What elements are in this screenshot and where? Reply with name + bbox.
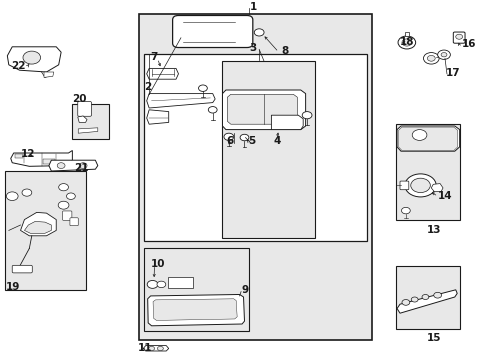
Circle shape (148, 346, 154, 351)
FancyBboxPatch shape (78, 102, 91, 116)
Text: 15: 15 (426, 333, 441, 343)
Text: 16: 16 (461, 39, 476, 49)
Polygon shape (15, 154, 23, 158)
Circle shape (401, 39, 411, 46)
Polygon shape (396, 126, 459, 151)
Polygon shape (44, 72, 54, 77)
Circle shape (157, 346, 163, 351)
Text: 14: 14 (437, 191, 452, 201)
FancyBboxPatch shape (12, 265, 32, 273)
FancyBboxPatch shape (70, 218, 78, 226)
Text: 12: 12 (20, 149, 35, 159)
Polygon shape (78, 128, 98, 133)
Circle shape (157, 281, 165, 288)
Bar (72, 104, 109, 139)
FancyBboxPatch shape (172, 15, 252, 48)
Circle shape (455, 34, 462, 39)
Circle shape (147, 280, 158, 288)
Polygon shape (398, 127, 457, 150)
Polygon shape (271, 115, 303, 130)
Polygon shape (43, 159, 55, 164)
Text: 4: 4 (273, 136, 281, 146)
Polygon shape (396, 290, 456, 313)
Bar (144, 248, 249, 331)
Circle shape (433, 292, 441, 298)
FancyBboxPatch shape (452, 32, 464, 43)
Circle shape (57, 163, 65, 168)
Circle shape (427, 55, 434, 61)
Text: 9: 9 (241, 285, 248, 295)
Bar (144, 54, 366, 241)
Text: 5: 5 (248, 136, 255, 146)
Text: 13: 13 (426, 225, 441, 235)
Bar (5, 171, 85, 290)
Text: 21: 21 (74, 163, 89, 174)
Circle shape (410, 178, 429, 193)
Bar (139, 14, 371, 340)
Text: 2: 2 (144, 82, 151, 92)
Polygon shape (78, 116, 87, 122)
Text: 7: 7 (150, 51, 158, 62)
Circle shape (421, 294, 428, 300)
Text: 18: 18 (399, 37, 414, 48)
Circle shape (22, 189, 32, 196)
Circle shape (401, 207, 409, 214)
Circle shape (401, 300, 409, 305)
Polygon shape (146, 68, 178, 79)
Bar (395, 266, 459, 329)
Polygon shape (24, 221, 51, 233)
Circle shape (79, 163, 87, 168)
Bar (222, 61, 315, 238)
Bar (395, 124, 459, 220)
Polygon shape (153, 299, 237, 320)
Text: 1: 1 (249, 2, 256, 12)
Circle shape (23, 51, 41, 64)
Circle shape (198, 85, 207, 91)
Circle shape (208, 107, 217, 113)
FancyBboxPatch shape (62, 211, 72, 220)
Text: 11: 11 (138, 343, 152, 353)
Bar (168, 277, 192, 288)
Circle shape (6, 192, 18, 201)
Polygon shape (146, 94, 215, 108)
Circle shape (437, 50, 449, 59)
Circle shape (254, 29, 264, 36)
Polygon shape (222, 90, 305, 130)
Circle shape (302, 112, 311, 119)
Circle shape (423, 53, 438, 64)
Text: 10: 10 (150, 259, 165, 269)
Circle shape (240, 134, 248, 141)
Circle shape (59, 184, 68, 191)
Circle shape (411, 130, 426, 140)
Text: 20: 20 (72, 94, 87, 104)
FancyBboxPatch shape (399, 181, 408, 190)
Text: 22: 22 (11, 61, 25, 71)
Circle shape (404, 174, 435, 197)
Polygon shape (143, 346, 168, 351)
Circle shape (397, 36, 415, 49)
Text: 17: 17 (445, 68, 460, 78)
Polygon shape (147, 294, 244, 326)
Text: 19: 19 (6, 282, 20, 292)
Circle shape (410, 297, 417, 302)
Polygon shape (430, 184, 442, 192)
Circle shape (224, 133, 233, 140)
Polygon shape (227, 94, 297, 124)
Circle shape (66, 193, 75, 199)
Polygon shape (146, 110, 168, 124)
Text: 3: 3 (249, 42, 256, 53)
Circle shape (440, 53, 446, 57)
Polygon shape (20, 212, 56, 236)
Polygon shape (7, 47, 61, 72)
Text: 6: 6 (225, 136, 233, 146)
Polygon shape (11, 150, 72, 166)
Polygon shape (49, 160, 98, 171)
Text: 8: 8 (281, 46, 288, 57)
Circle shape (58, 201, 69, 209)
Polygon shape (404, 32, 408, 36)
